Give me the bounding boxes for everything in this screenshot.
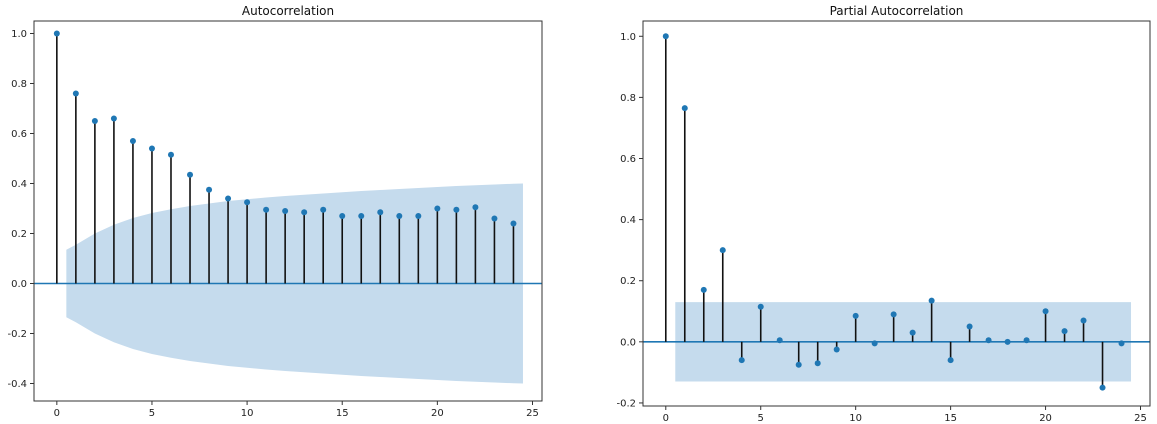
plot-frame (33, 20, 543, 402)
marker-lag-6 (167, 151, 174, 158)
y-tick-label-0.8: 0.8 (620, 93, 636, 104)
marker-lag-9 (225, 195, 232, 202)
x-tick-label-0: 0 (663, 413, 669, 424)
marker-lag-10 (852, 312, 859, 319)
y-tick-label-0.6: 0.6 (620, 154, 636, 165)
marker-lag-13 (909, 329, 916, 336)
marker-lag-20 (434, 205, 441, 212)
x-tick-label-15: 15 (944, 413, 957, 424)
marker-lag-18 (396, 213, 403, 219)
x-tick-label-10: 10 (241, 408, 254, 419)
marker-lag-22 (1080, 317, 1087, 324)
marker-lag-9 (833, 346, 840, 353)
marker-lag-0 (53, 30, 60, 37)
y-tick-label-0.2: 0.2 (620, 276, 636, 287)
x-tick-label-15: 15 (336, 408, 349, 419)
marker-lag-7 (187, 171, 194, 178)
marker-lag-11 (263, 206, 270, 213)
marker-lag-2 (700, 286, 707, 293)
marker-lag-10 (244, 199, 251, 206)
plot-frame (642, 20, 1151, 407)
y-tick-label-0.8: 0.8 (11, 79, 27, 90)
marker-lag-8 (206, 186, 213, 193)
marker-lag-5 (757, 303, 764, 310)
y-tick-label-1.0: 1.0 (11, 29, 27, 40)
y-tick-label-0.4: 0.4 (11, 179, 27, 190)
y-tick-label-0.6: 0.6 (11, 129, 27, 140)
marker-lag-22 (472, 204, 479, 211)
marker-lag-20 (1042, 308, 1049, 315)
marker-lag-15 (339, 213, 346, 219)
partial-autocorrelation-panel: 0 5 10 15 20 25 -0.2 0.0 0.2 0.4 0.6 0.8 1.0 Partial … (616, 4, 1151, 424)
chart-title: Partial Autocorrelation (830, 4, 964, 18)
marker-lag-21 (453, 206, 460, 213)
y-tick-label-0.2: 0.2 (11, 229, 27, 240)
marker-lag-24 (510, 220, 517, 227)
y-tick-label--0.4: -0.4 (7, 379, 27, 390)
y-tick-label--0.2: -0.2 (7, 329, 27, 340)
marker-lag-11 (871, 340, 878, 347)
chart-title: Autocorrelation (242, 4, 334, 18)
marker-lag-4 (129, 138, 136, 144)
x-tick-label-20: 20 (1039, 413, 1052, 424)
x-tick-label-20: 20 (431, 408, 444, 419)
marker-lag-14 (928, 297, 935, 304)
x-tick-label-0: 0 (54, 408, 60, 419)
marker-lag-19 (415, 213, 422, 219)
marker-lag-17 (985, 337, 992, 344)
marker-lag-12 (282, 208, 289, 214)
y-tick-label-0.4: 0.4 (620, 215, 636, 226)
marker-lag-8 (814, 360, 821, 367)
marker-lag-2 (91, 118, 98, 124)
marker-lag-21 (1061, 328, 1068, 335)
marker-lag-7 (795, 361, 802, 368)
y-tick-label-0.0: 0.0 (11, 279, 27, 290)
marker-lag-16 (358, 213, 365, 219)
x-tick-label-25: 25 (526, 408, 539, 419)
marker-lag-5 (148, 145, 155, 152)
marker-lag-3 (110, 115, 117, 122)
marker-lag-6 (776, 337, 783, 344)
marker-lag-16 (966, 323, 973, 330)
marker-lag-1 (681, 105, 688, 112)
marker-lag-12 (890, 311, 897, 318)
x-tick-label-10: 10 (849, 413, 862, 424)
marker-lag-1 (72, 90, 79, 97)
marker-lag-0 (662, 33, 669, 40)
y-tick-label--0.2: -0.2 (616, 398, 636, 409)
marker-lag-17 (377, 209, 384, 216)
x-tick-label-5: 5 (758, 413, 764, 424)
autocorrelation-panel: 0 5 10 15 20 25 -0.4 -0.2 0.0 0.2 0.4 0.6 0.8 1.0 Auto… (7, 4, 543, 419)
marker-lag-4 (738, 357, 745, 364)
y-tick-label-1.0: 1.0 (620, 32, 636, 43)
marker-lag-14 (320, 206, 327, 213)
marker-lag-24 (1118, 340, 1125, 347)
marker-lag-18 (1004, 338, 1011, 345)
marker-lag-19 (1023, 337, 1030, 344)
marker-lag-23 (1099, 384, 1106, 391)
marker-lag-15 (947, 357, 954, 364)
x-tick-label-5: 5 (149, 408, 155, 419)
marker-lag-13 (301, 209, 308, 216)
marker-lag-23 (491, 215, 498, 222)
x-tick-label-25: 25 (1134, 413, 1147, 424)
marker-lag-3 (719, 247, 726, 254)
y-tick-label-0.0: 0.0 (620, 337, 636, 348)
